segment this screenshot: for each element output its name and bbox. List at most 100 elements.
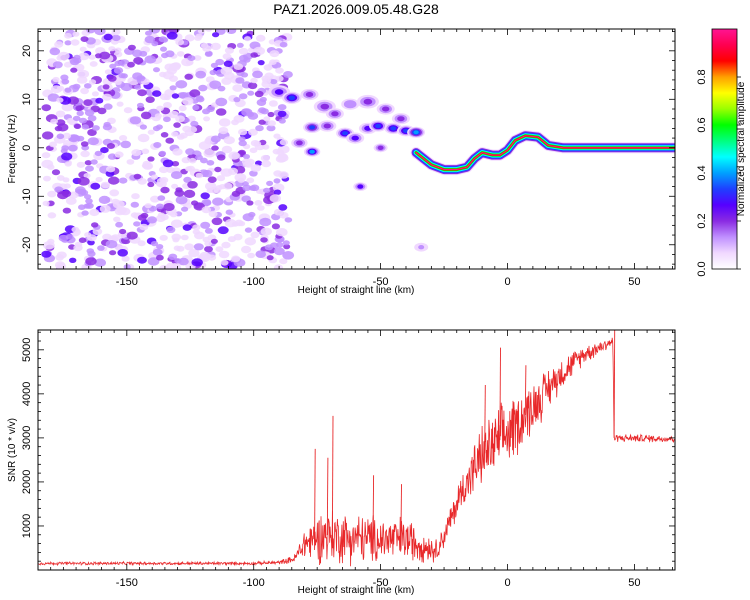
noise-blob <box>246 200 254 206</box>
feature-blob <box>288 95 295 101</box>
spectrogram-y-tick-label: -20 <box>21 237 33 253</box>
noise-blob <box>182 224 192 231</box>
noise-blob <box>129 116 142 125</box>
noise-blob <box>109 63 117 69</box>
noise-blob <box>257 60 265 66</box>
snr-spike <box>331 415 334 536</box>
noise-blob <box>241 108 253 117</box>
noise-blob <box>84 83 92 89</box>
noise-blob <box>262 77 272 85</box>
noise-blob <box>154 113 162 119</box>
noise-blob <box>204 228 213 234</box>
noise-blob <box>171 233 182 241</box>
snr-spike <box>326 457 329 536</box>
noise-blob <box>210 62 218 68</box>
noise-blob <box>269 194 281 203</box>
noise-blob <box>54 186 64 193</box>
noise-blob <box>85 198 93 204</box>
noise-blob <box>206 160 215 166</box>
noise-blob <box>212 197 224 206</box>
noise-blob <box>89 208 100 217</box>
noise-blob <box>70 67 78 73</box>
spectrogram-ridge <box>410 130 675 176</box>
noise-blob <box>252 70 263 79</box>
noise-blob <box>127 44 136 51</box>
noise-blob <box>238 93 248 100</box>
snr-x-label: Height of straight line (km) <box>298 585 415 596</box>
colorbar-tick-label: 0.4 <box>696 165 708 180</box>
snr-frame <box>37 329 676 571</box>
noise-blob <box>137 256 147 264</box>
noise-blob <box>235 77 245 84</box>
noise-blob <box>200 221 211 229</box>
noise-blob <box>75 105 83 111</box>
noise-blob <box>192 104 200 111</box>
noise-blob <box>189 89 201 98</box>
noise-blob <box>158 150 167 157</box>
noise-blob <box>177 92 186 99</box>
noise-blob <box>153 67 160 73</box>
noise-blob <box>175 115 186 123</box>
noise-blob <box>114 79 122 85</box>
noise-blob <box>73 57 82 64</box>
noise-blob <box>278 171 289 179</box>
spectrogram-y-tick-label: 10 <box>21 93 33 105</box>
noise-blob <box>111 34 121 42</box>
noise-blob <box>99 51 111 60</box>
noise-blob <box>87 129 97 136</box>
figure-title: PAZ1.2026.009.05.48.G28 <box>273 1 439 17</box>
noise-blob <box>218 250 230 259</box>
noise-blob <box>114 207 126 216</box>
noise-blob <box>279 41 288 48</box>
spectrogram-x-tick-label: 50 <box>628 276 640 288</box>
feature-blob <box>331 111 339 117</box>
noise-blob <box>190 120 199 127</box>
noise-blob <box>159 234 168 241</box>
noise-blob <box>238 47 249 55</box>
noise-blob <box>80 150 90 158</box>
noise-blob <box>182 97 194 106</box>
noise-blob <box>269 50 280 58</box>
feature-blob <box>413 130 419 135</box>
noise-blob <box>256 99 267 106</box>
noise-blob <box>215 246 224 253</box>
noise-blob <box>228 151 240 160</box>
noise-blob <box>197 29 206 34</box>
feature-blob <box>357 184 364 189</box>
noise-blob <box>56 97 64 103</box>
noise-blob <box>233 115 245 123</box>
noise-blob <box>46 164 55 170</box>
spectrogram-x-tick-label: -100 <box>243 276 265 288</box>
noise-blob <box>137 89 147 97</box>
noise-blob <box>192 224 201 231</box>
spectrogram-y-label: Frequency (Hz) <box>7 115 18 184</box>
feature-blob <box>397 116 405 122</box>
noise-blob <box>250 77 258 84</box>
noise-blob <box>169 85 177 91</box>
noise-blob <box>52 76 60 83</box>
noise-blob <box>171 183 179 189</box>
noise-blob <box>156 203 164 210</box>
noise-blob <box>201 206 212 214</box>
noise-blob <box>119 135 128 141</box>
noise-blob <box>152 248 163 256</box>
noise-blob <box>147 216 157 224</box>
snr-y-tick-label: 3000 <box>21 426 33 450</box>
noise-blob <box>89 61 98 67</box>
noise-blob <box>76 110 84 117</box>
noise-blob <box>87 137 99 146</box>
ridge-band <box>415 135 675 171</box>
noise-blob <box>217 226 229 235</box>
noise-blob <box>198 84 208 92</box>
noise-blob <box>41 104 52 112</box>
colorbar-tick-label: 0.6 <box>696 117 708 132</box>
noise-blob <box>247 252 256 259</box>
snr-series-line <box>38 337 675 567</box>
noise-blob <box>113 67 124 74</box>
feature-blob <box>320 103 330 110</box>
noise-blob <box>244 36 251 42</box>
colorbar-tick-label: 0.0 <box>696 261 708 276</box>
noise-blob <box>87 115 97 122</box>
colorbar: 0.0 0.2 0.4 0.6 0.8 Normalized spectral ampl… <box>696 28 747 277</box>
noise-blob <box>208 210 218 218</box>
